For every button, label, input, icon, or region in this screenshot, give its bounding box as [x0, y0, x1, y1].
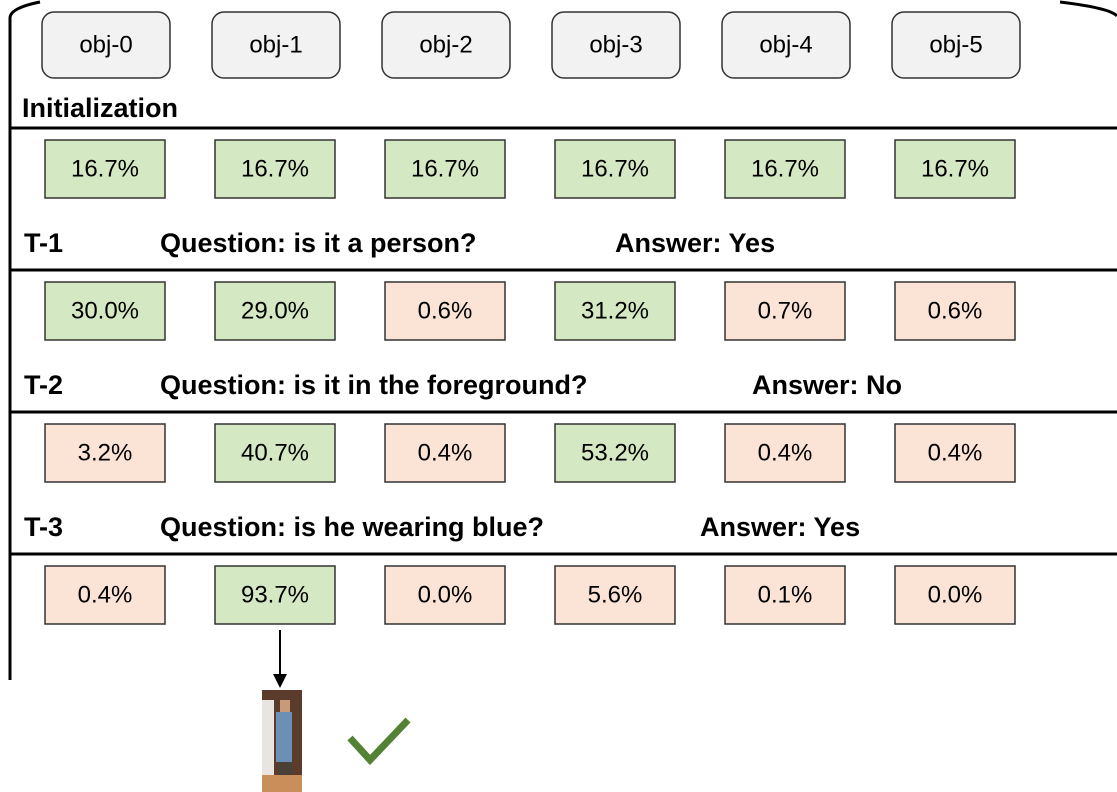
object-label: obj-1 — [249, 31, 302, 58]
probability-text: 0.0% — [418, 581, 473, 608]
diagram: obj-0 obj-1 obj-2 obj-3 obj-4 obj-5 Initializa… — [0, 0, 1117, 792]
question: Question: is he wearing blue? — [160, 512, 544, 542]
object-label: obj-5 — [929, 31, 982, 58]
probability-text: 16.7% — [581, 155, 649, 182]
result-image — [262, 690, 302, 792]
probability-text: 30.0% — [71, 297, 139, 324]
probability-text: 93.7% — [241, 581, 309, 608]
probability-text: 0.6% — [928, 297, 983, 324]
probability-text: 53.2% — [581, 439, 649, 466]
step-label: T-1 — [24, 228, 63, 258]
section-label: Initialization — [22, 93, 178, 123]
object-label: obj-2 — [419, 31, 472, 58]
probability-text: 31.2% — [581, 297, 649, 324]
probability-text: 16.7% — [71, 155, 139, 182]
probability-text: 16.7% — [751, 155, 819, 182]
probability-text: 29.0% — [241, 297, 309, 324]
probability-text: 0.0% — [928, 581, 983, 608]
question: Question: is it in the foreground? — [160, 370, 587, 400]
step-label: T-3 — [24, 512, 63, 542]
probability-text: 40.7% — [241, 439, 309, 466]
probability-text: 0.6% — [418, 297, 473, 324]
probability-text: 0.4% — [78, 581, 133, 608]
probability-text: 0.1% — [758, 581, 813, 608]
answer: Answer: No — [752, 370, 902, 400]
checkmark — [350, 720, 408, 760]
answer: Answer: Yes — [700, 512, 860, 542]
probability-text: 0.4% — [758, 439, 813, 466]
question: Question: is it a person? — [160, 228, 477, 258]
probability-text: 16.7% — [411, 155, 479, 182]
object-label: obj-4 — [759, 31, 812, 58]
object-label: obj-0 — [79, 31, 132, 58]
frame-right — [1060, 2, 1117, 16]
probability-text: 16.7% — [921, 155, 989, 182]
probability-text: 0.4% — [928, 439, 983, 466]
arrow-head — [273, 674, 287, 688]
step-label: T-2 — [24, 370, 63, 400]
object-label: obj-3 — [589, 31, 642, 58]
probability-text: 3.2% — [78, 439, 133, 466]
probability-text: 0.7% — [758, 297, 813, 324]
probability-text: 5.6% — [588, 581, 643, 608]
probability-text: 0.4% — [418, 439, 473, 466]
answer: Answer: Yes — [615, 228, 775, 258]
probability-text: 16.7% — [241, 155, 309, 182]
